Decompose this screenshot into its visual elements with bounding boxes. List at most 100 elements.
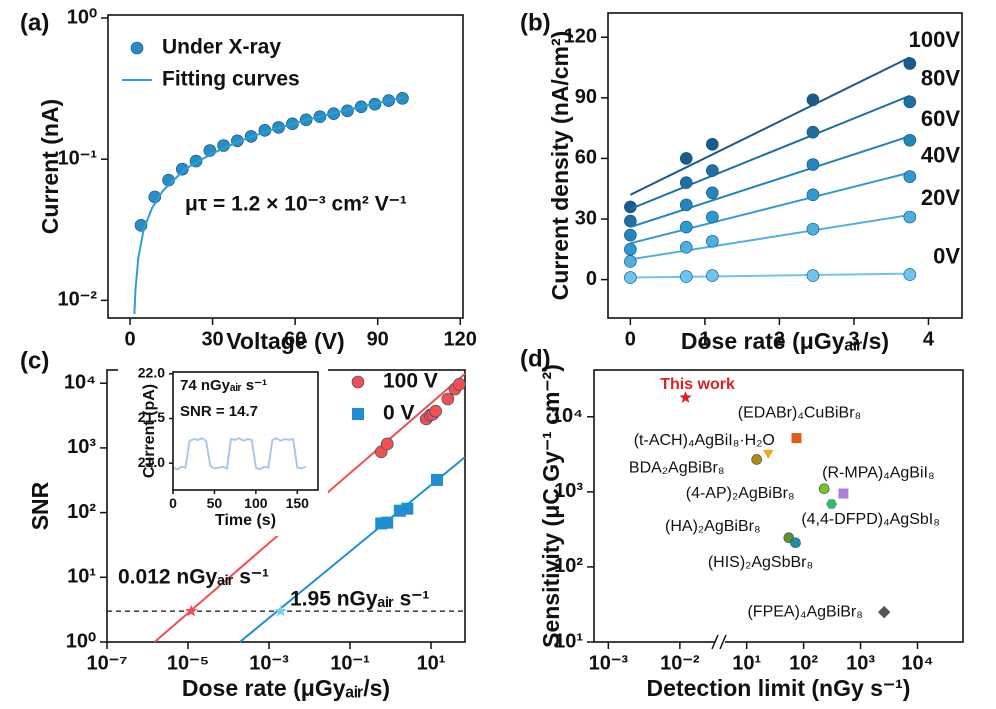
marker [679, 270, 693, 283]
point-label: (HA)₂AgBiBr₈ [665, 518, 761, 535]
x-tick-label: 0 [124, 328, 135, 350]
marker [380, 437, 394, 451]
x-tick-label: 60 [284, 328, 306, 350]
marker [430, 473, 443, 486]
legend-marker [352, 408, 364, 420]
marker [903, 57, 917, 70]
marker [176, 162, 189, 176]
marker [903, 268, 917, 281]
marker [185, 604, 198, 617]
point-label: (4-AP)₂AgBiBr₈ [686, 485, 795, 502]
marker [706, 269, 719, 282]
x-tick-label: 10³ [846, 652, 875, 674]
fit-line [630, 171, 911, 245]
x-tick-label: 0 [625, 328, 636, 350]
y-tick-label: 10¹ [554, 630, 583, 652]
plot-frame [107, 14, 464, 319]
marker [624, 228, 637, 242]
x-tick-label: 50 [207, 495, 223, 511]
plot-frame [607, 12, 963, 319]
x-tick-label: 10⁻¹ [330, 652, 370, 674]
y-tick-label: 10⁰ [67, 6, 97, 28]
marker [903, 170, 917, 183]
x-axis-label: Dose rate (μGyₐᵢᵣ/s) [182, 675, 390, 701]
marker [679, 198, 693, 212]
marker [453, 378, 466, 391]
inset: 0 50 100 150 21.0 21.5 22.0 Time (s) Current (pA… [118, 364, 328, 536]
marker [706, 186, 719, 200]
inset-background [118, 364, 328, 536]
marker [624, 214, 637, 228]
point-label: (FPEA)₄AgBiBr₈ [747, 603, 862, 620]
marker [826, 499, 838, 509]
x-tick-label: 10⁻⁵ [167, 652, 209, 674]
marker [624, 271, 637, 284]
x-tick-label: 30 [201, 328, 223, 350]
x-axis-label: Voltage (V) [226, 328, 344, 354]
marker [679, 152, 693, 165]
legend-label: Under X-ray [162, 36, 281, 59]
y-axis-label: Current density (nA/cm²) [547, 31, 573, 301]
y-tick-label: 10⁴ [551, 405, 583, 427]
marker [763, 449, 774, 459]
y-tick-label: 21.0 [138, 454, 165, 470]
marker [401, 502, 414, 515]
y-axis-label: Current (nA) [37, 99, 63, 234]
y-tick-label: 10⁰ [66, 630, 96, 652]
y-tick-label: 60 [575, 147, 597, 169]
marker [806, 269, 820, 282]
axis-break [711, 634, 719, 650]
marker [818, 483, 830, 495]
y-tick-label: 22.0 [138, 364, 165, 380]
legend-label: 0 V [383, 402, 415, 425]
x-axis-label: Dose rate (μGyₐᵢᵣ/s) [681, 328, 889, 354]
x-tick-label: 10¹ [417, 652, 446, 674]
marker [679, 176, 693, 189]
plot-frame [172, 371, 319, 491]
marker [790, 537, 801, 549]
x-axis-label: Detection limit (nGy s⁻¹) [647, 675, 911, 701]
x-tick-label: 0 [169, 495, 177, 511]
marker [274, 604, 287, 617]
y-axis-label: Current (pA) [141, 384, 158, 478]
panel-label: (d) [520, 345, 551, 372]
point-label: BDA₂AgBiBr₈ [629, 460, 725, 477]
annotation: 0.012 nGyₐᵢᵣ s⁻¹ [118, 566, 269, 589]
x-axis-label: Time (s) [215, 512, 276, 529]
legend-label: 100 V [383, 370, 438, 393]
y-tick-label: 10⁴ [64, 371, 96, 393]
inset-text: SNR = 14.7 [180, 403, 258, 420]
y-tick-label: 90 [575, 86, 597, 108]
fit-line [629, 56, 911, 196]
y-tick-label: 10³ [67, 436, 96, 458]
marker [679, 391, 692, 403]
marker [706, 210, 719, 224]
annotation: 1.95 nGyₐᵢᵣ s⁻¹ [290, 588, 429, 611]
axis-break-gap [715, 636, 725, 648]
y-tick-label: 30 [575, 207, 597, 229]
marker [624, 243, 637, 256]
axis-break [719, 634, 727, 650]
marker [679, 220, 693, 234]
fit-line [630, 94, 911, 210]
point-label: (HIS)₂AgSbBr₈ [708, 554, 813, 571]
legend-marker [351, 375, 365, 389]
y-tick-label: 10² [67, 501, 96, 523]
y-tick-label: 10¹ [67, 566, 96, 588]
marker [903, 210, 917, 224]
x-tick-label: 150 [286, 495, 310, 511]
x-tick-label: 10⁻³ [249, 652, 289, 674]
marker [903, 95, 917, 109]
fit-line [630, 214, 910, 261]
point-label: (EDABr)₄CuBiBr₈ [738, 404, 861, 421]
x-tick-label: 10⁻³ [589, 652, 629, 674]
marker [903, 133, 917, 147]
inset-text: 74 nGyₐᵢᵣ s⁻¹ [180, 377, 267, 394]
marker [877, 605, 891, 619]
point-label: (t-ACH)₄AgBiI₈·H₂O [634, 432, 775, 449]
x-tick-label: 100 [244, 495, 268, 511]
annotation: μτ = 1.2 × 10⁻³ cm² V⁻¹ [185, 193, 407, 216]
series-label: 0V [933, 243, 960, 268]
marker [806, 93, 820, 107]
